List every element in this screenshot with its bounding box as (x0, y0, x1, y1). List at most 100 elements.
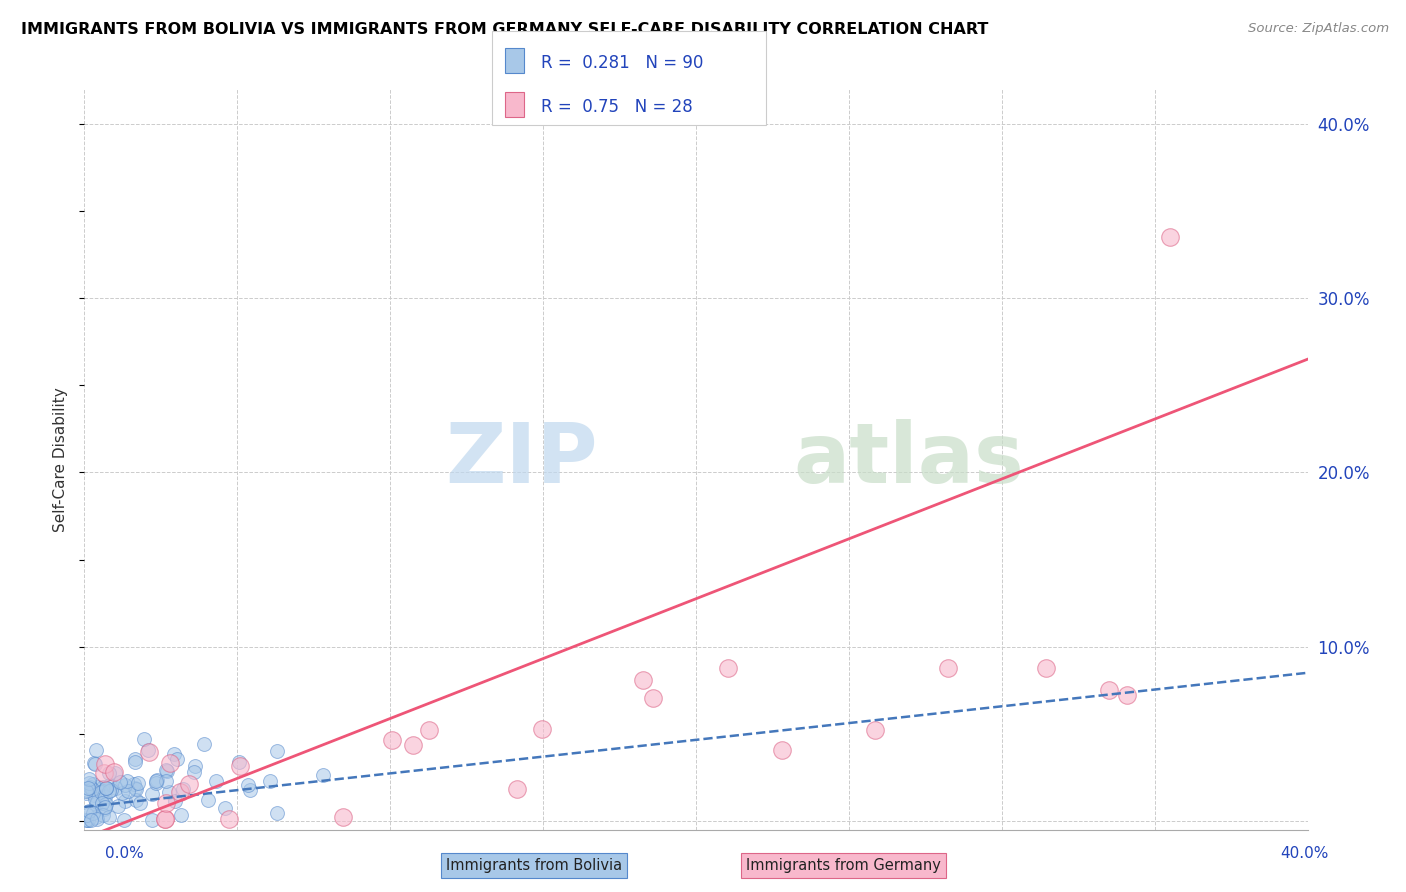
Point (96, 780, 118, 795)
Point (505, 782, 527, 797)
Point (145, 776, 167, 790)
Point (312, 768, 335, 782)
Point (84, 797, 107, 812)
Point (84, 757, 107, 772)
Point (169, 785, 191, 799)
Point (641, 691, 664, 706)
Point (108, 774, 131, 789)
Point (98, 766, 121, 780)
Point (157, 785, 180, 799)
Point (117, 784, 139, 798)
Point (90, 797, 112, 811)
Point (82, 777, 104, 791)
Point (141, 787, 163, 801)
Point (205, 773, 228, 788)
Point (228, 755, 250, 769)
Point (83, 756, 105, 770)
Point (77, 804, 100, 818)
Point (172, 781, 194, 796)
Point (84, 810, 107, 824)
Text: ZIP: ZIP (446, 419, 598, 500)
Point (79, 780, 101, 794)
Point (136, 743, 159, 757)
Point (717, 660, 740, 674)
Point (155, 764, 177, 778)
Point (125, 782, 148, 797)
Point (145, 774, 167, 789)
Point (122, 777, 145, 791)
Point (93, 784, 115, 798)
Point (91, 780, 114, 794)
Point (166, 751, 188, 765)
Point (127, 776, 149, 790)
Point (77, 813, 100, 827)
Point (86, 795, 108, 809)
Point (159, 756, 181, 771)
Point (214, 800, 236, 814)
Point (155, 763, 177, 777)
Point (93, 789, 115, 804)
Point (98, 778, 121, 792)
Y-axis label: Self-Care Disability: Self-Care Disability (53, 387, 69, 532)
Point (117, 774, 139, 789)
Text: 40.0%: 40.0% (1281, 847, 1329, 861)
Point (83, 788, 105, 802)
Point (93, 766, 115, 780)
Point (125, 793, 148, 807)
Point (75, 813, 97, 827)
Point (124, 755, 146, 769)
Point (179, 777, 201, 791)
Point (94, 797, 117, 812)
Point (155, 773, 177, 788)
Text: R =  0.281   N = 90: R = 0.281 N = 90 (541, 54, 703, 71)
Point (94, 781, 117, 796)
Point (111, 786, 134, 800)
Point (94, 789, 117, 804)
Point (266, 806, 288, 821)
Point (239, 782, 262, 797)
Point (76, 808, 98, 822)
Point (114, 794, 136, 808)
Point (100, 783, 122, 797)
Point (79, 776, 101, 790)
Point (266, 744, 288, 758)
Text: R =  0.75   N = 28: R = 0.75 N = 28 (541, 97, 693, 115)
Point (1159, 230, 1181, 244)
Point (165, 794, 187, 808)
Point (112, 813, 135, 827)
Point (129, 797, 152, 811)
Point (155, 796, 177, 810)
Point (1035, 660, 1057, 674)
Point (75, 783, 97, 797)
Point (259, 774, 281, 789)
Text: IMMIGRANTS FROM BOLIVIA VS IMMIGRANTS FROM GERMANY SELF-CARE DISABILITY CORRELAT: IMMIGRANTS FROM BOLIVIA VS IMMIGRANTS FR… (21, 22, 988, 37)
Point (86, 812, 108, 826)
Point (76, 782, 98, 797)
Point (381, 732, 404, 747)
Point (77, 772, 100, 786)
Point (162, 747, 184, 761)
Point (103, 765, 125, 780)
Point (77, 780, 100, 795)
Point (184, 759, 207, 773)
Point (531, 723, 554, 737)
Point (170, 808, 193, 822)
Point (90, 785, 112, 799)
Point (93, 802, 115, 816)
Point (124, 780, 146, 795)
Point (863, 723, 886, 737)
Point (76, 813, 98, 827)
Point (138, 745, 160, 759)
Point (75, 786, 97, 800)
Text: atlas: atlas (794, 419, 1025, 500)
Point (105, 781, 128, 796)
Point (1116, 688, 1139, 702)
Text: Source: ZipAtlas.com: Source: ZipAtlas.com (1249, 22, 1389, 36)
Point (80, 813, 103, 827)
Point (124, 752, 146, 766)
Point (631, 673, 654, 687)
Point (153, 812, 176, 826)
Point (80, 782, 103, 797)
Point (86, 780, 108, 794)
Point (82, 805, 104, 820)
